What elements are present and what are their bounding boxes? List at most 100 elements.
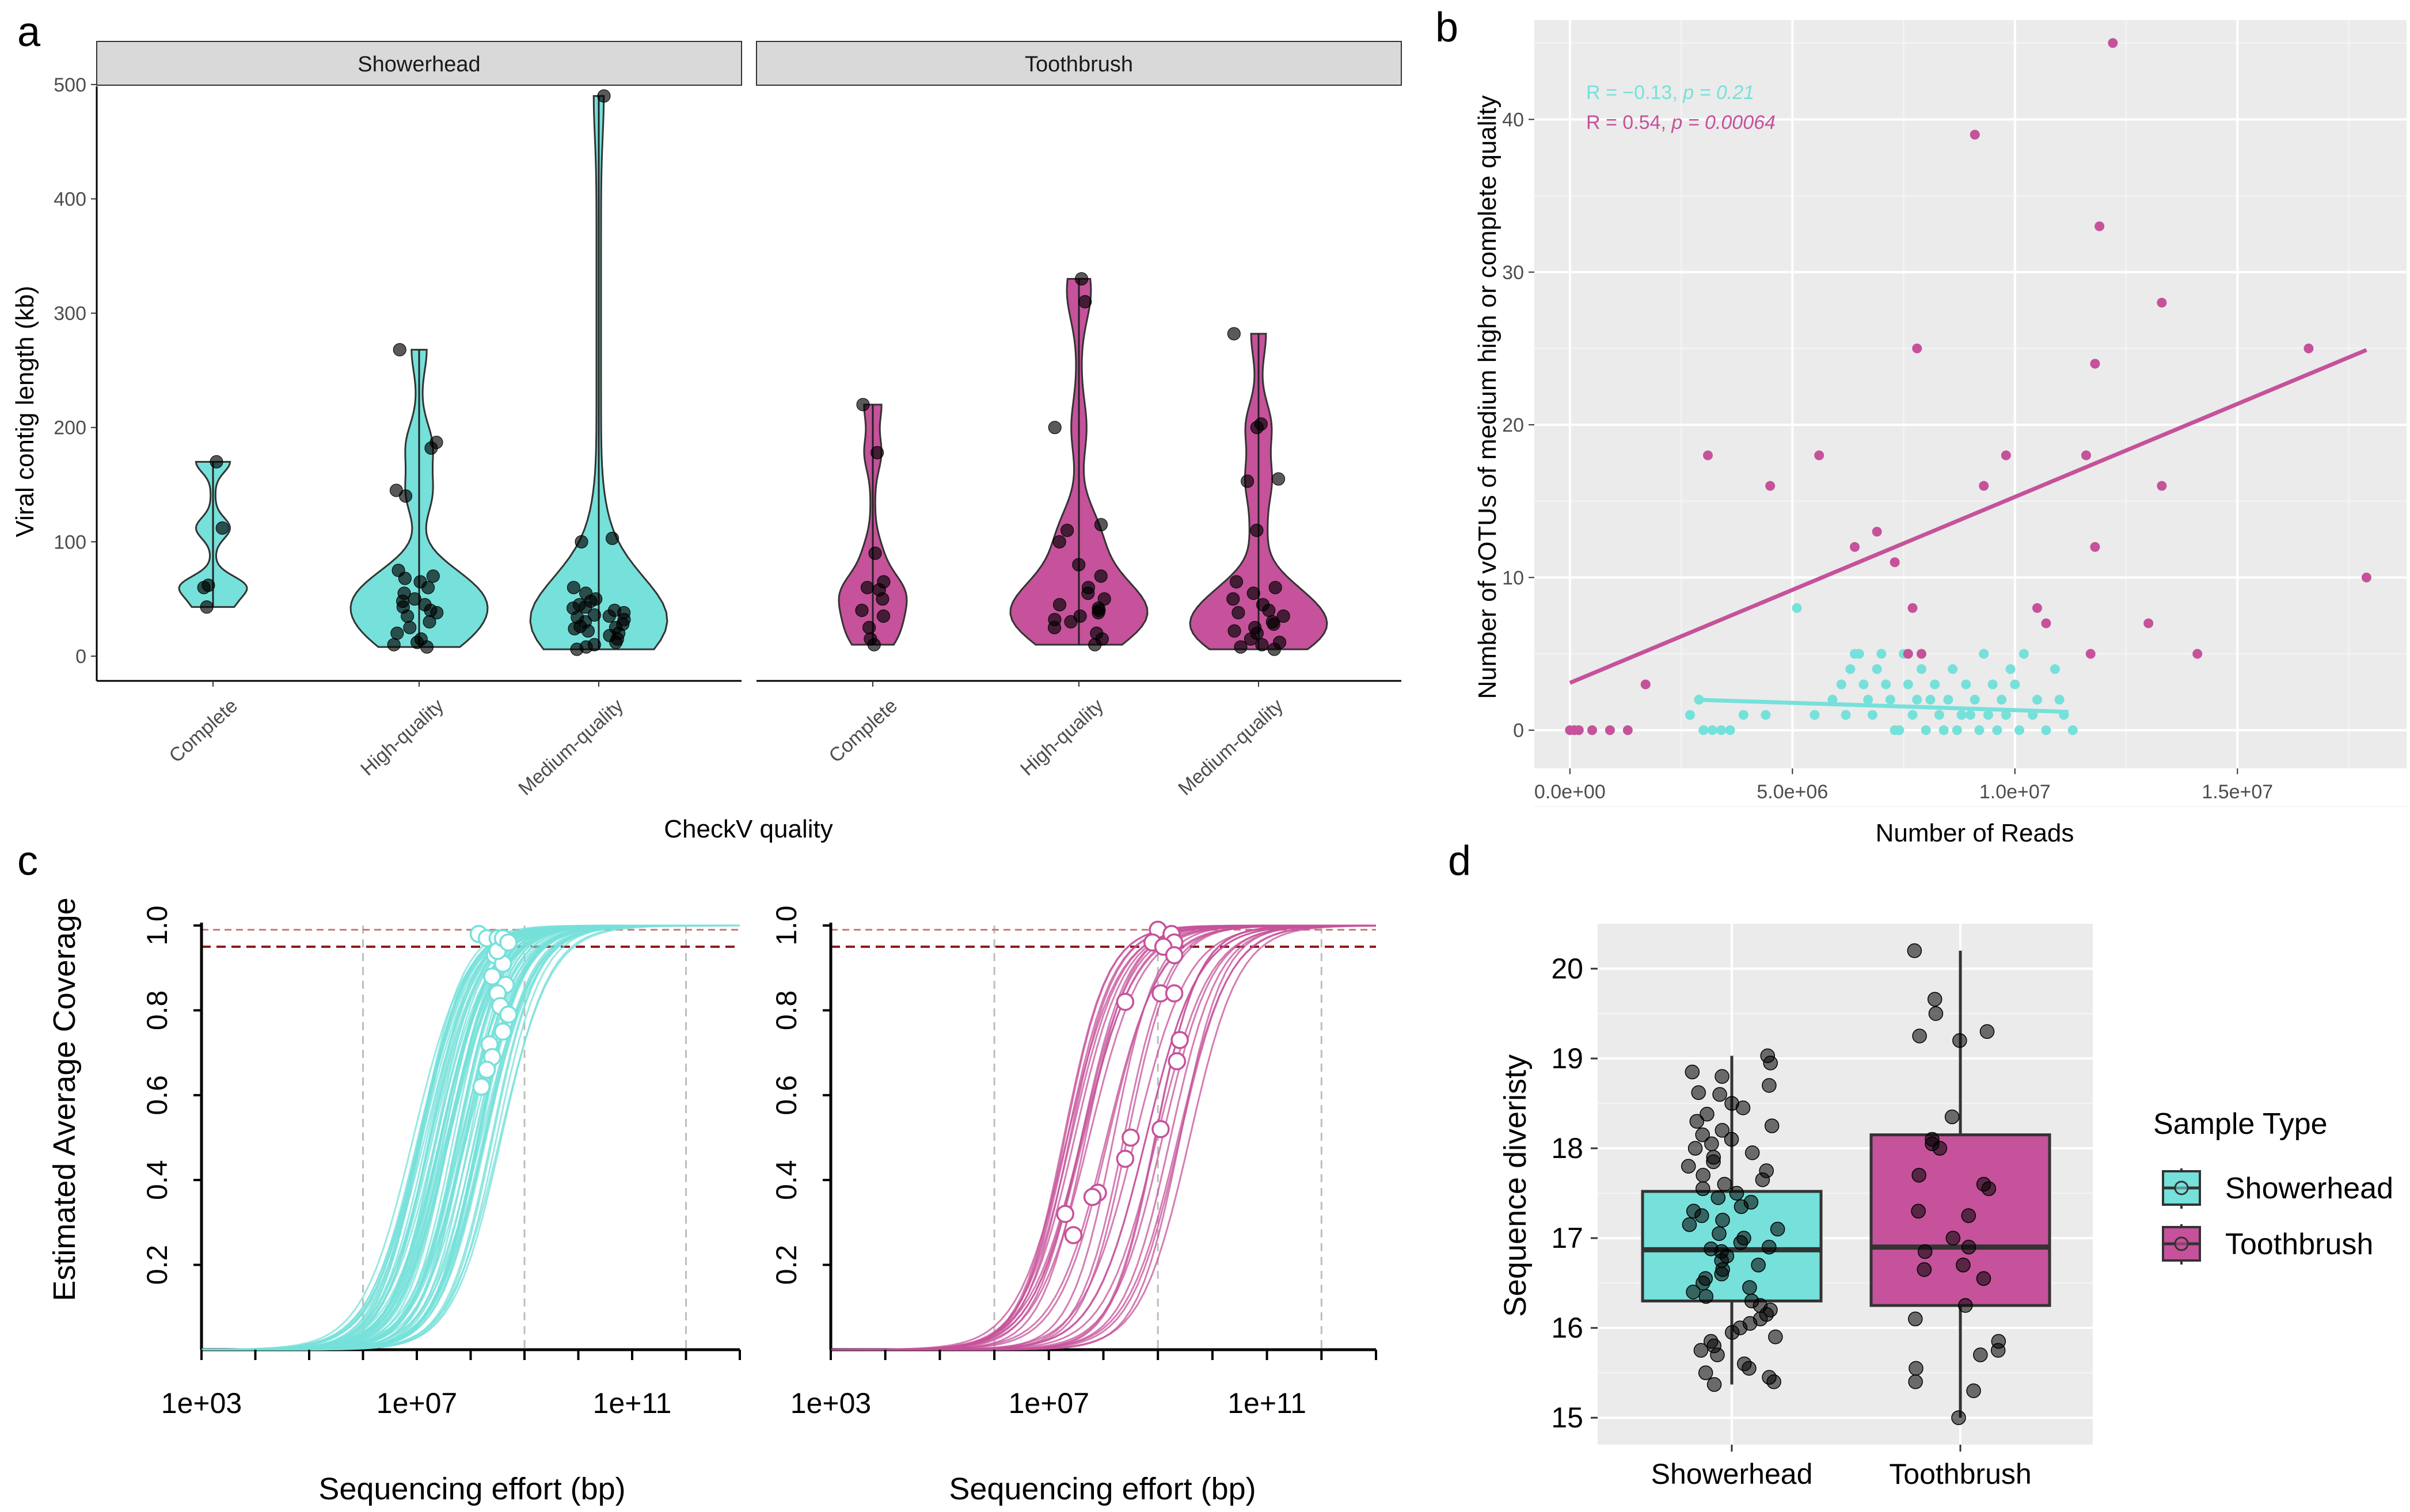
c-curve-toothbrush xyxy=(831,924,1376,1351)
c-marker-showerhead xyxy=(499,933,518,952)
d-point-showerhead xyxy=(1766,1374,1781,1389)
c-curve-toothbrush xyxy=(831,924,1377,1351)
b-corr-showerhead-p: p = 0.21 xyxy=(1682,82,1754,104)
b-point-showerhead xyxy=(1925,695,1936,705)
c-curve-toothbrush xyxy=(831,924,1376,1351)
d-point-showerhead xyxy=(1770,1221,1785,1237)
a-data-point xyxy=(1246,586,1260,600)
a-data-point xyxy=(1267,617,1280,631)
a-data-point xyxy=(567,581,580,595)
c-curve-toothbrush xyxy=(831,924,1376,1351)
b-point-toothbrush xyxy=(2157,481,2167,491)
a-data-point xyxy=(1094,569,1108,583)
b-point-showerhead xyxy=(1987,679,1998,690)
b-point-showerhead xyxy=(2059,710,2069,720)
b-point-toothbrush xyxy=(2001,450,2011,460)
c-curve-toothbrush xyxy=(831,924,1376,1351)
c-curve-toothbrush xyxy=(831,924,1376,1351)
a-x-tick-label: High-quality xyxy=(356,695,448,780)
b-point-showerhead xyxy=(1685,710,1696,720)
d-point-showerhead xyxy=(1751,1258,1766,1273)
b-point-showerhead xyxy=(1876,649,1887,659)
b-point-showerhead xyxy=(2054,695,2065,705)
b-point-toothbrush xyxy=(1573,725,1584,736)
b-point-showerhead xyxy=(1921,725,1931,736)
d-point-toothbrush xyxy=(1911,1203,1926,1219)
d-y-tick-label: 16 xyxy=(1551,1312,1583,1344)
b-point-toothbrush xyxy=(2157,298,2167,308)
b-corr-toothbrush-p: p = 0.00064 xyxy=(1671,112,1776,134)
a-data-point xyxy=(609,635,623,649)
c-curve-showerhead xyxy=(202,924,740,1351)
facet-label-toothbrush: Toothbrush xyxy=(1025,52,1133,77)
b-point-showerhead xyxy=(1854,649,1864,659)
b-point-showerhead xyxy=(1810,710,1820,720)
c-marker-toothbrush xyxy=(1151,1120,1170,1138)
b-point-showerhead xyxy=(2001,710,2011,720)
a-data-point xyxy=(200,600,214,614)
d-point-toothbrush xyxy=(1911,1168,1926,1183)
b-point-showerhead xyxy=(1867,710,1877,720)
c-marker-toothbrush xyxy=(1056,1205,1074,1223)
c-x-tick-label: 1e+11 xyxy=(593,1387,672,1419)
b-point-toothbrush xyxy=(2032,603,2042,613)
a-data-point xyxy=(1078,295,1092,309)
b-point-showerhead xyxy=(1912,695,1922,705)
b-y-tick-label: 20 xyxy=(1502,414,1524,436)
c-curve-toothbrush xyxy=(831,924,1376,1351)
a-data-point xyxy=(1226,592,1240,606)
a-data-point xyxy=(390,626,404,640)
a-data-point xyxy=(1241,474,1255,488)
b-point-showerhead xyxy=(1997,695,2007,705)
a-data-point xyxy=(856,398,870,412)
legend-label-toothbrush: Toothbrush xyxy=(2225,1228,2373,1261)
d-point-showerhead xyxy=(1687,1141,1703,1156)
d-point-showerhead xyxy=(1689,1114,1705,1129)
a-data-point xyxy=(1081,586,1095,600)
a-x-tick-label: Complete xyxy=(825,695,902,767)
a-data-point xyxy=(1092,606,1105,620)
c-curve-toothbrush xyxy=(831,924,1376,1351)
c-curve-toothbrush xyxy=(831,924,1376,1351)
b-point-showerhead xyxy=(1881,679,1891,690)
a-data-point xyxy=(1227,327,1241,341)
b-x-axis-title: Number of Reads xyxy=(1876,819,2074,847)
c-curve-toothbrush xyxy=(831,924,1376,1351)
a-data-point xyxy=(1052,535,1066,549)
d-point-showerhead xyxy=(1681,1159,1696,1174)
d-y-tick-label: 15 xyxy=(1551,1401,1583,1434)
b-x-tick-label: 1.5e+07 xyxy=(2202,781,2273,803)
a-data-point xyxy=(426,569,440,583)
b-point-toothbrush xyxy=(2081,450,2091,460)
c-marker-toothbrush xyxy=(1116,992,1135,1011)
b-y-tick-label: 40 xyxy=(1502,109,1524,131)
b-point-toothbrush xyxy=(1702,450,1713,460)
b-point-showerhead xyxy=(1725,725,1735,736)
a-data-point xyxy=(1234,640,1248,654)
a-y-tick-label: 200 xyxy=(54,417,86,439)
legend-item-toothbrush: Toothbrush xyxy=(2162,1224,2373,1265)
b-point-showerhead xyxy=(1916,664,1926,675)
d-point-showerhead xyxy=(1698,1365,1713,1380)
d-x-tick-label: Showerhead xyxy=(1651,1458,1813,1490)
c-y-tick-label: 0.8 xyxy=(770,991,803,1031)
b-point-toothbrush xyxy=(1890,557,1900,568)
panel-b-scatter-chart: 0 10 20 30 40 0.0e+00 5.0e+06 1.0e+07 1.5e+07 Nu… xyxy=(1473,20,2407,847)
d-point-showerhead xyxy=(1693,1343,1709,1358)
b-point-showerhead xyxy=(1943,695,1953,705)
c-marker-toothbrush xyxy=(1170,1031,1189,1049)
d-point-toothbrush xyxy=(1956,1258,1971,1273)
a-data-point xyxy=(1072,558,1086,572)
b-point-showerhead xyxy=(1903,679,1913,690)
a-data-point xyxy=(570,642,584,656)
b-point-toothbrush xyxy=(2361,572,2371,582)
a-data-point xyxy=(1276,609,1290,623)
panel-d-box-chart: 15 16 17 18 19 20 Showerhead Toothbrush Sequenc… xyxy=(1498,924,2393,1490)
b-point-showerhead xyxy=(1979,649,1989,659)
a-data-point xyxy=(568,622,581,635)
b-y-axis-title: Number of vOTUs of medium high or comple… xyxy=(1473,95,1502,699)
b-point-toothbrush xyxy=(1912,343,1922,353)
c-marker-showerhead xyxy=(483,967,501,986)
b-point-toothbrush xyxy=(1970,130,1980,140)
d-point-toothbrush xyxy=(1966,1383,1981,1399)
